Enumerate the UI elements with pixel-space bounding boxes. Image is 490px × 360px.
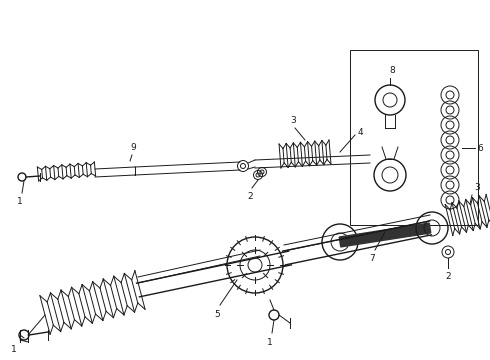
- Text: 2: 2: [247, 192, 253, 201]
- Text: 3: 3: [290, 116, 296, 125]
- Text: 8: 8: [389, 66, 395, 75]
- Text: 3: 3: [474, 183, 480, 192]
- Text: 2: 2: [445, 272, 451, 281]
- Text: 5: 5: [214, 310, 220, 319]
- Text: 1: 1: [11, 345, 17, 354]
- Text: 1: 1: [17, 197, 23, 206]
- Bar: [350, 50, 478, 225]
- Text: 4: 4: [358, 127, 364, 136]
- Polygon shape: [339, 223, 431, 247]
- Text: 1: 1: [267, 338, 273, 347]
- Text: 7: 7: [369, 254, 375, 263]
- Text: 9: 9: [130, 143, 136, 152]
- Text: 6: 6: [477, 144, 483, 153]
